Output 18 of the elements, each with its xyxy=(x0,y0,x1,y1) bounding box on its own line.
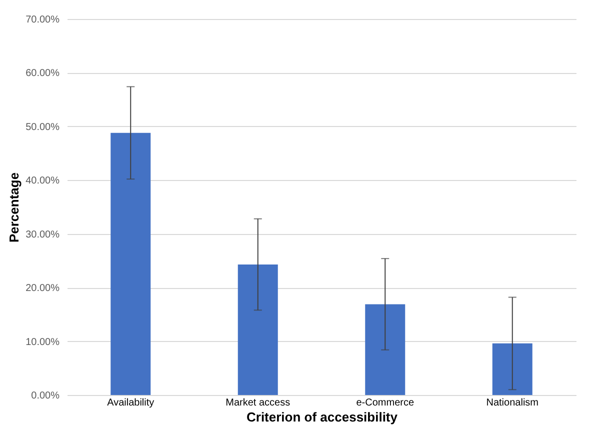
bar xyxy=(110,132,151,395)
y-tick-label: 50.00% xyxy=(26,122,60,133)
y-tick-label: 10.00% xyxy=(26,336,60,348)
x-tick-label: Availability xyxy=(107,398,154,408)
y-tick-label: 60.00% xyxy=(26,68,60,80)
y-axis-title: Percentage xyxy=(6,172,22,243)
y-tick-label: 20.00% xyxy=(26,283,60,294)
x-axis-title: Criterion of accessibility xyxy=(246,410,398,424)
y-tick-label: 70.00% xyxy=(26,14,60,26)
y-tick-label: 0.00% xyxy=(31,390,60,402)
bar xyxy=(365,304,406,395)
y-tick-label: 30.00% xyxy=(26,229,60,240)
x-tick-label: Market access xyxy=(226,398,290,408)
x-tick-label: e-Commerce xyxy=(356,398,414,408)
y-tick-label: 40.00% xyxy=(26,176,60,187)
x-tick-label: Nationalism xyxy=(486,398,538,408)
bar xyxy=(238,264,278,395)
bar xyxy=(492,343,532,395)
